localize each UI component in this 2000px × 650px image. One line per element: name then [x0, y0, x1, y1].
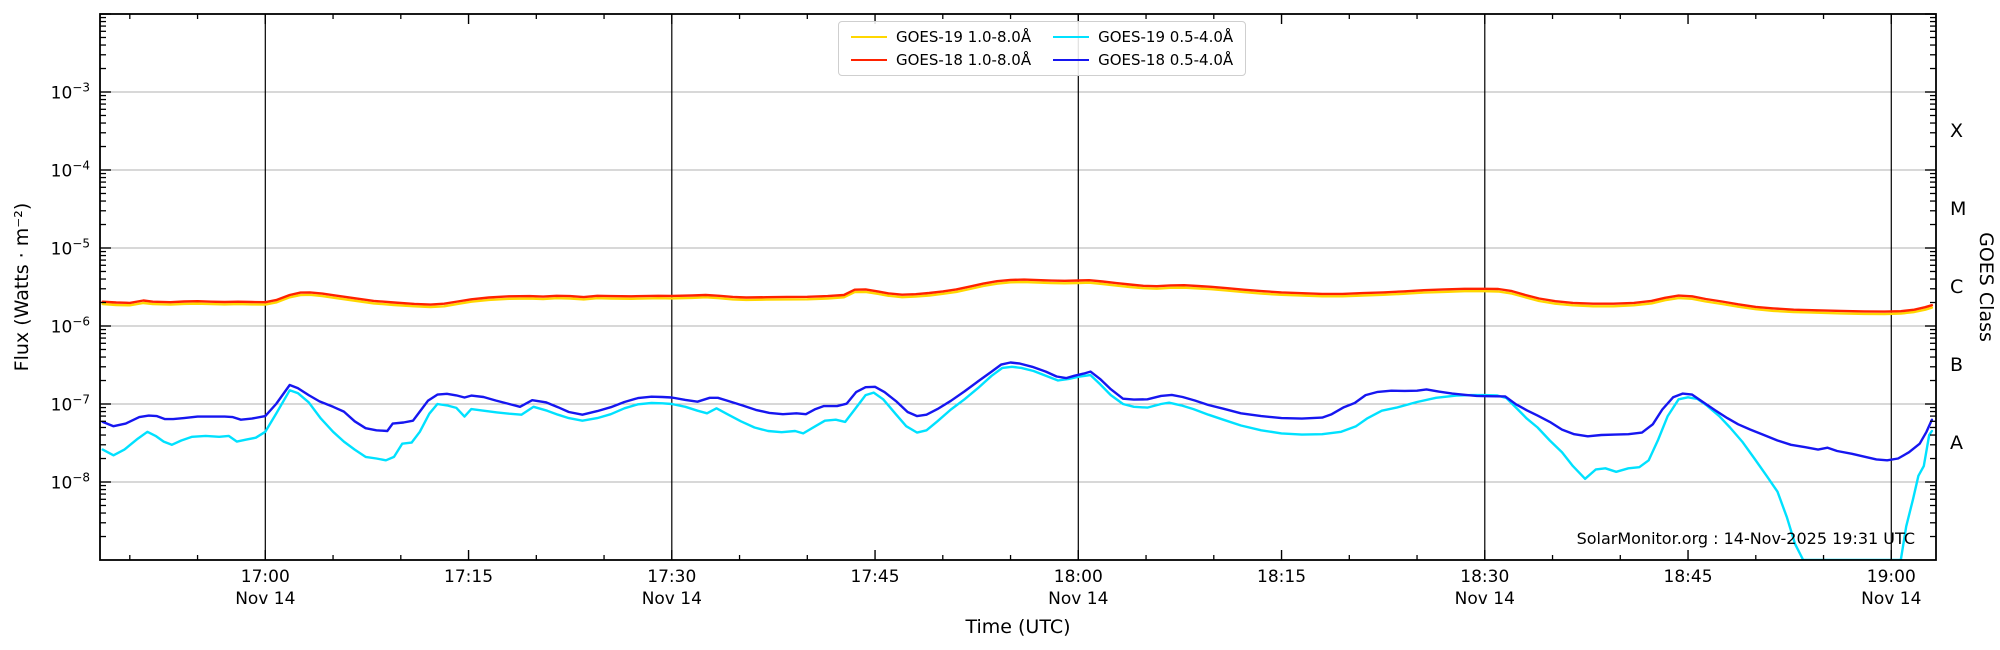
x-tick-time: 19:00	[1866, 567, 1916, 587]
goes-class-letter: X	[1950, 120, 1964, 142]
legend-entry-label: GOES-19 0.5-4.0Å	[1098, 28, 1234, 46]
x-tick-label: 18:00 Nov 14	[1048, 566, 1108, 611]
x-tick-date: Nov 14	[641, 589, 702, 610]
legend-line-sample	[1053, 36, 1090, 38]
x-tick-label: 17:00 Nov 14	[235, 566, 295, 611]
x-tick-label: 17:15	[444, 566, 493, 588]
x-axis-label: Time (UTC)	[965, 616, 1071, 638]
goes-class-letter: M	[1950, 198, 1967, 220]
annotation-credit: SolarMonitor.org : 14-Nov-2025 19:31 UTC	[1576, 529, 1915, 548]
goes-class-letter: B	[1950, 354, 1964, 376]
x-tick-date: Nov 14	[1454, 589, 1515, 610]
y-tick-label: 10−5	[50, 236, 90, 260]
x-tick-time: 18:15	[1257, 567, 1307, 587]
x-tick-date: Nov 14	[1861, 589, 1922, 610]
x-tick-label: 17:45	[851, 566, 900, 588]
y-tick-label: 10−7	[50, 392, 90, 416]
x-tick-time: 18:30	[1460, 567, 1510, 587]
plot-frame	[99, 13, 1937, 561]
x-tick-date: Nov 14	[1048, 589, 1109, 610]
legend-entry-label: GOES-18 0.5-4.0Å	[1098, 51, 1234, 69]
x-tick-date: Nov 14	[235, 589, 296, 610]
x-tick-label: 17:30 Nov 14	[642, 566, 702, 611]
legend: GOES-19 1.0-8.0Å GOES-19 0.5-4.0Å GOES-18 …	[838, 21, 1247, 76]
legend-line-sample	[851, 36, 887, 38]
legend-line-sample	[1053, 59, 1090, 61]
y-axis-label: Flux (Watts · m⁻²)	[11, 202, 33, 372]
series-line-goes-19-0-5-4-0-	[101, 365, 1934, 560]
x-tick-time: 18:45	[1663, 567, 1713, 587]
legend-entry: GOES-18 0.5-4.0Å	[1053, 51, 1233, 69]
x-tick-label: 18:15	[1257, 566, 1306, 588]
y-tick-label: 10−4	[50, 158, 90, 182]
y-tick-label: 10−3	[50, 80, 90, 104]
series-group	[101, 278, 1934, 560]
goes-class-letter: C	[1950, 276, 1964, 298]
x-tick-label: 18:30 Nov 14	[1455, 566, 1515, 611]
legend-entry: GOES-18 1.0-8.0Å	[851, 51, 1031, 69]
x-tick-time: 17:30	[647, 567, 697, 587]
y-tick-label: 10−8	[50, 470, 90, 494]
legend-entry-label: GOES-19 1.0-8.0Å	[896, 28, 1032, 46]
x-tick-label: 18:45	[1664, 566, 1713, 588]
legend-line-sample	[851, 59, 887, 61]
legend-entry: GOES-19 0.5-4.0Å	[1053, 28, 1233, 46]
legend-entry-label: GOES-18 1.0-8.0Å	[896, 51, 1032, 69]
goes-class-letter: A	[1950, 432, 1963, 454]
x-tick-time: 17:00	[240, 567, 290, 587]
x-tick-label: 19:00 Nov 14	[1861, 566, 1921, 611]
x-tick-time: 17:45	[850, 567, 900, 587]
goes-class-axis-label: GOES Class	[1975, 232, 1997, 342]
y-tick-label: 10−6	[50, 314, 90, 338]
x-tick-time: 17:15	[444, 567, 494, 587]
series-line-goes-18-1-0-8-0-	[101, 278, 1934, 313]
series-line-goes-18-0-5-4-0-	[101, 361, 1934, 462]
series-line-goes-19-1-0-8-0-	[101, 280, 1934, 316]
x-tick-time: 18:00	[1053, 567, 1103, 587]
legend-entry: GOES-19 1.0-8.0Å	[851, 28, 1031, 46]
